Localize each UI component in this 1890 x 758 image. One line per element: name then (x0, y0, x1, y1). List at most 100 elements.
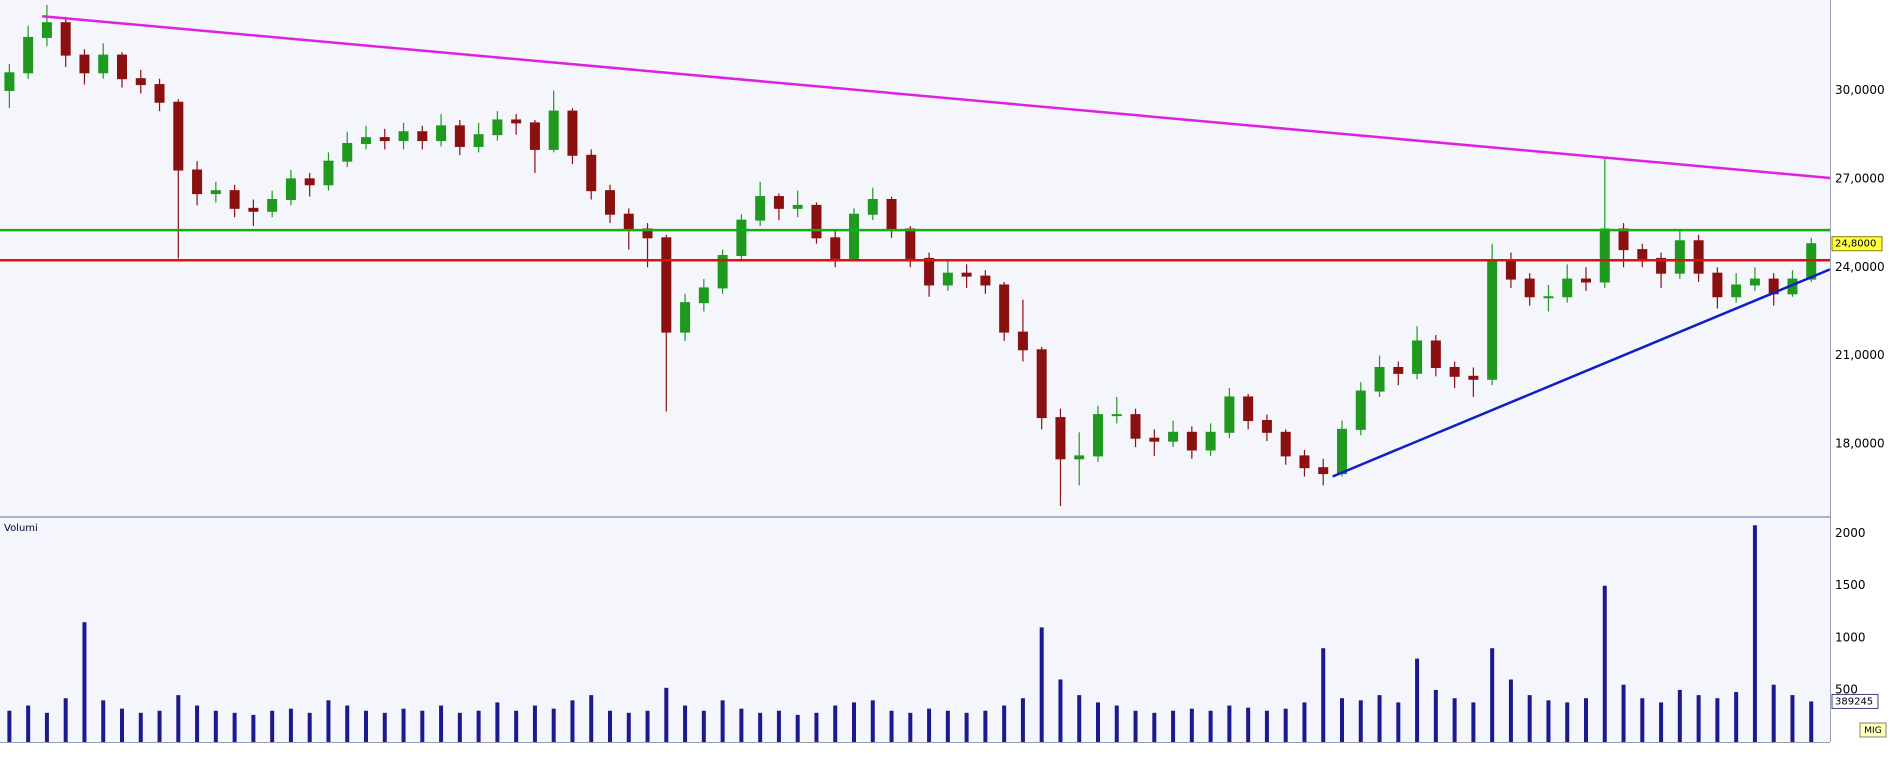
volume-bar (1189, 708, 1194, 742)
candle-body (154, 84, 165, 103)
volume-bar (1546, 700, 1551, 742)
button-box[interactable] (1859, 722, 1887, 738)
volume-bar (1114, 705, 1119, 742)
volume-bar (1584, 698, 1588, 742)
candle-body (1712, 272, 1723, 298)
volume-bar (1096, 702, 1100, 742)
volume-bar (157, 710, 162, 742)
volume-bar (1659, 702, 1664, 742)
candle-body (285, 178, 296, 201)
volume-bar (570, 700, 575, 742)
volume-bar (683, 705, 688, 742)
candle-body (586, 154, 597, 192)
candle-body (1393, 366, 1404, 374)
last-volume-flag (1831, 693, 1879, 709)
volume-bar (176, 695, 181, 742)
y-tick-label: 2000 (1835, 526, 1866, 540)
candle-body (1543, 296, 1554, 299)
candle-body (623, 213, 634, 230)
candle-body (1581, 278, 1591, 283)
candle-body (117, 54, 127, 80)
volume-bar (457, 712, 462, 742)
candle-body (398, 131, 409, 142)
candle-body (567, 110, 578, 156)
candle-body (1149, 437, 1160, 442)
candle-body (942, 272, 953, 286)
labels: 18,0000 21,0000 24,0000 27,0000 30,0000 24,80… (4, 83, 1885, 709)
volume-bar (814, 712, 819, 742)
candle-body (1280, 431, 1291, 457)
trend-line (1332, 268, 1831, 478)
volume-bar (1039, 627, 1044, 742)
volume-bar (870, 700, 875, 742)
candle-body (417, 131, 428, 142)
candle-body (41, 22, 52, 38)
candle-body (905, 228, 916, 259)
volume-bar (532, 705, 537, 742)
candle-body (1074, 455, 1085, 460)
volume-bar (1264, 710, 1269, 742)
volume-bar (476, 710, 481, 742)
candle-body (173, 101, 184, 171)
volume-bar (1771, 684, 1776, 742)
candle-body (1430, 340, 1441, 368)
candle-body (473, 134, 484, 147)
y-tick-label: 21,0000 (1835, 348, 1885, 362)
candle-body (680, 302, 691, 333)
volume-bar (1020, 698, 1025, 742)
volume-bar (758, 712, 763, 742)
volume-bar (1321, 648, 1326, 742)
candle-body (79, 54, 90, 74)
volume-bar (701, 710, 706, 742)
volume-bar (1640, 698, 1645, 742)
volume-bar (1002, 705, 1007, 742)
y-tick-label: 18,0000 (1835, 437, 1885, 451)
volume-bar (1696, 695, 1701, 742)
volume-bar (551, 708, 556, 742)
candle-body (304, 178, 315, 186)
candle-body (1693, 240, 1704, 274)
volume-bar (1171, 710, 1176, 742)
volume-bar (82, 622, 87, 742)
candle-body (1261, 420, 1272, 433)
volume-bar (1377, 695, 1382, 742)
volume-bar (307, 712, 312, 742)
candle-body (267, 199, 278, 212)
candle-body (1130, 414, 1141, 439)
candle-body (1487, 260, 1498, 380)
candle-body (4, 72, 15, 91)
button-label[interactable]: MIG (1864, 726, 1881, 736)
candle-body (1355, 390, 1366, 430)
volume-bar (1752, 525, 1757, 742)
volume-bar (1246, 707, 1251, 742)
volume-bar (382, 712, 387, 742)
volume-bar (927, 708, 932, 742)
candle-body (980, 275, 991, 286)
volume-bar (833, 705, 838, 742)
y-tick-label: 27,0000 (1835, 171, 1885, 185)
candle-body (60, 22, 71, 56)
volume-bar (101, 700, 106, 742)
volume-bar (983, 710, 988, 742)
candle-body (849, 213, 859, 259)
candle-body (1599, 228, 1610, 283)
volume-bar (401, 708, 406, 742)
y-tick-label: 30,0000 (1835, 83, 1885, 97)
candle-body (229, 190, 240, 209)
mig-button[interactable]: MIG (1859, 722, 1887, 738)
volume-bar (720, 700, 725, 742)
volume-bar (345, 705, 350, 742)
last-volume-label: 389245 (1835, 696, 1873, 707)
last-price-flag (1831, 236, 1883, 252)
candle-body (605, 190, 615, 215)
candle-body (210, 190, 221, 195)
candle-body (1656, 257, 1667, 274)
candle-body (1337, 428, 1347, 475)
candle-body (830, 237, 841, 259)
volume-bar (795, 714, 800, 742)
volume-bar (1415, 658, 1420, 742)
volume-bar (1715, 698, 1720, 742)
volume-bar (1452, 698, 1457, 742)
candle-body (1093, 414, 1103, 457)
candle-body (661, 237, 672, 333)
